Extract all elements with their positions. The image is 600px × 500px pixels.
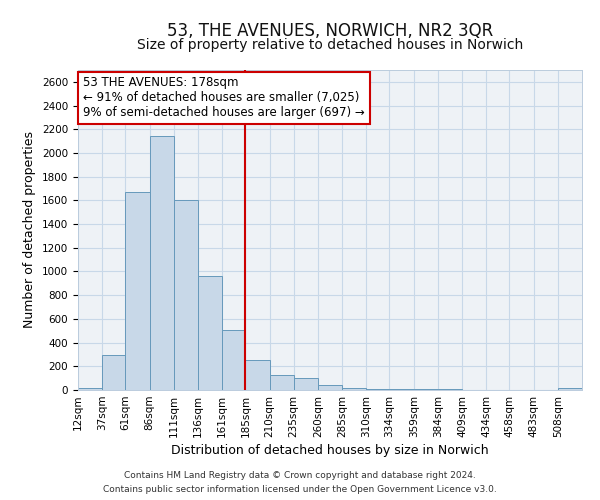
Bar (174, 200, 198, 390)
Bar (366, 389, 389, 390)
Bar (269, 374, 294, 390)
Bar (558, 388, 582, 390)
Text: 53, THE AVENUES, NORWICH, NR2 3QR: 53, THE AVENUES, NORWICH, NR2 3QR (167, 22, 493, 40)
Bar (342, 388, 366, 390)
Text: 53 THE AVENUES: 178sqm
← 91% of detached houses are smaller (7,025)
9% of semi-d: 53 THE AVENUES: 178sqm ← 91% of detached… (83, 76, 365, 120)
Bar (318, 386, 342, 390)
Bar (198, 276, 222, 390)
Bar (102, 355, 125, 390)
Y-axis label: Number of detached properties: Number of detached properties (23, 132, 37, 328)
Bar (245, 360, 269, 390)
Bar (294, 378, 318, 390)
Text: Contains HM Land Registry data © Crown copyright and database right 2024.: Contains HM Land Registry data © Crown c… (124, 472, 476, 480)
X-axis label: Distribution of detached houses by size in Norwich: Distribution of detached houses by size … (171, 444, 489, 457)
Bar (149, 136, 174, 390)
Bar (125, 192, 149, 390)
Text: Size of property relative to detached houses in Norwich: Size of property relative to detached ho… (137, 38, 523, 52)
Text: Contains public sector information licensed under the Open Government Licence v3: Contains public sector information licen… (103, 484, 497, 494)
Bar (222, 330, 245, 390)
Bar (78, 388, 102, 390)
